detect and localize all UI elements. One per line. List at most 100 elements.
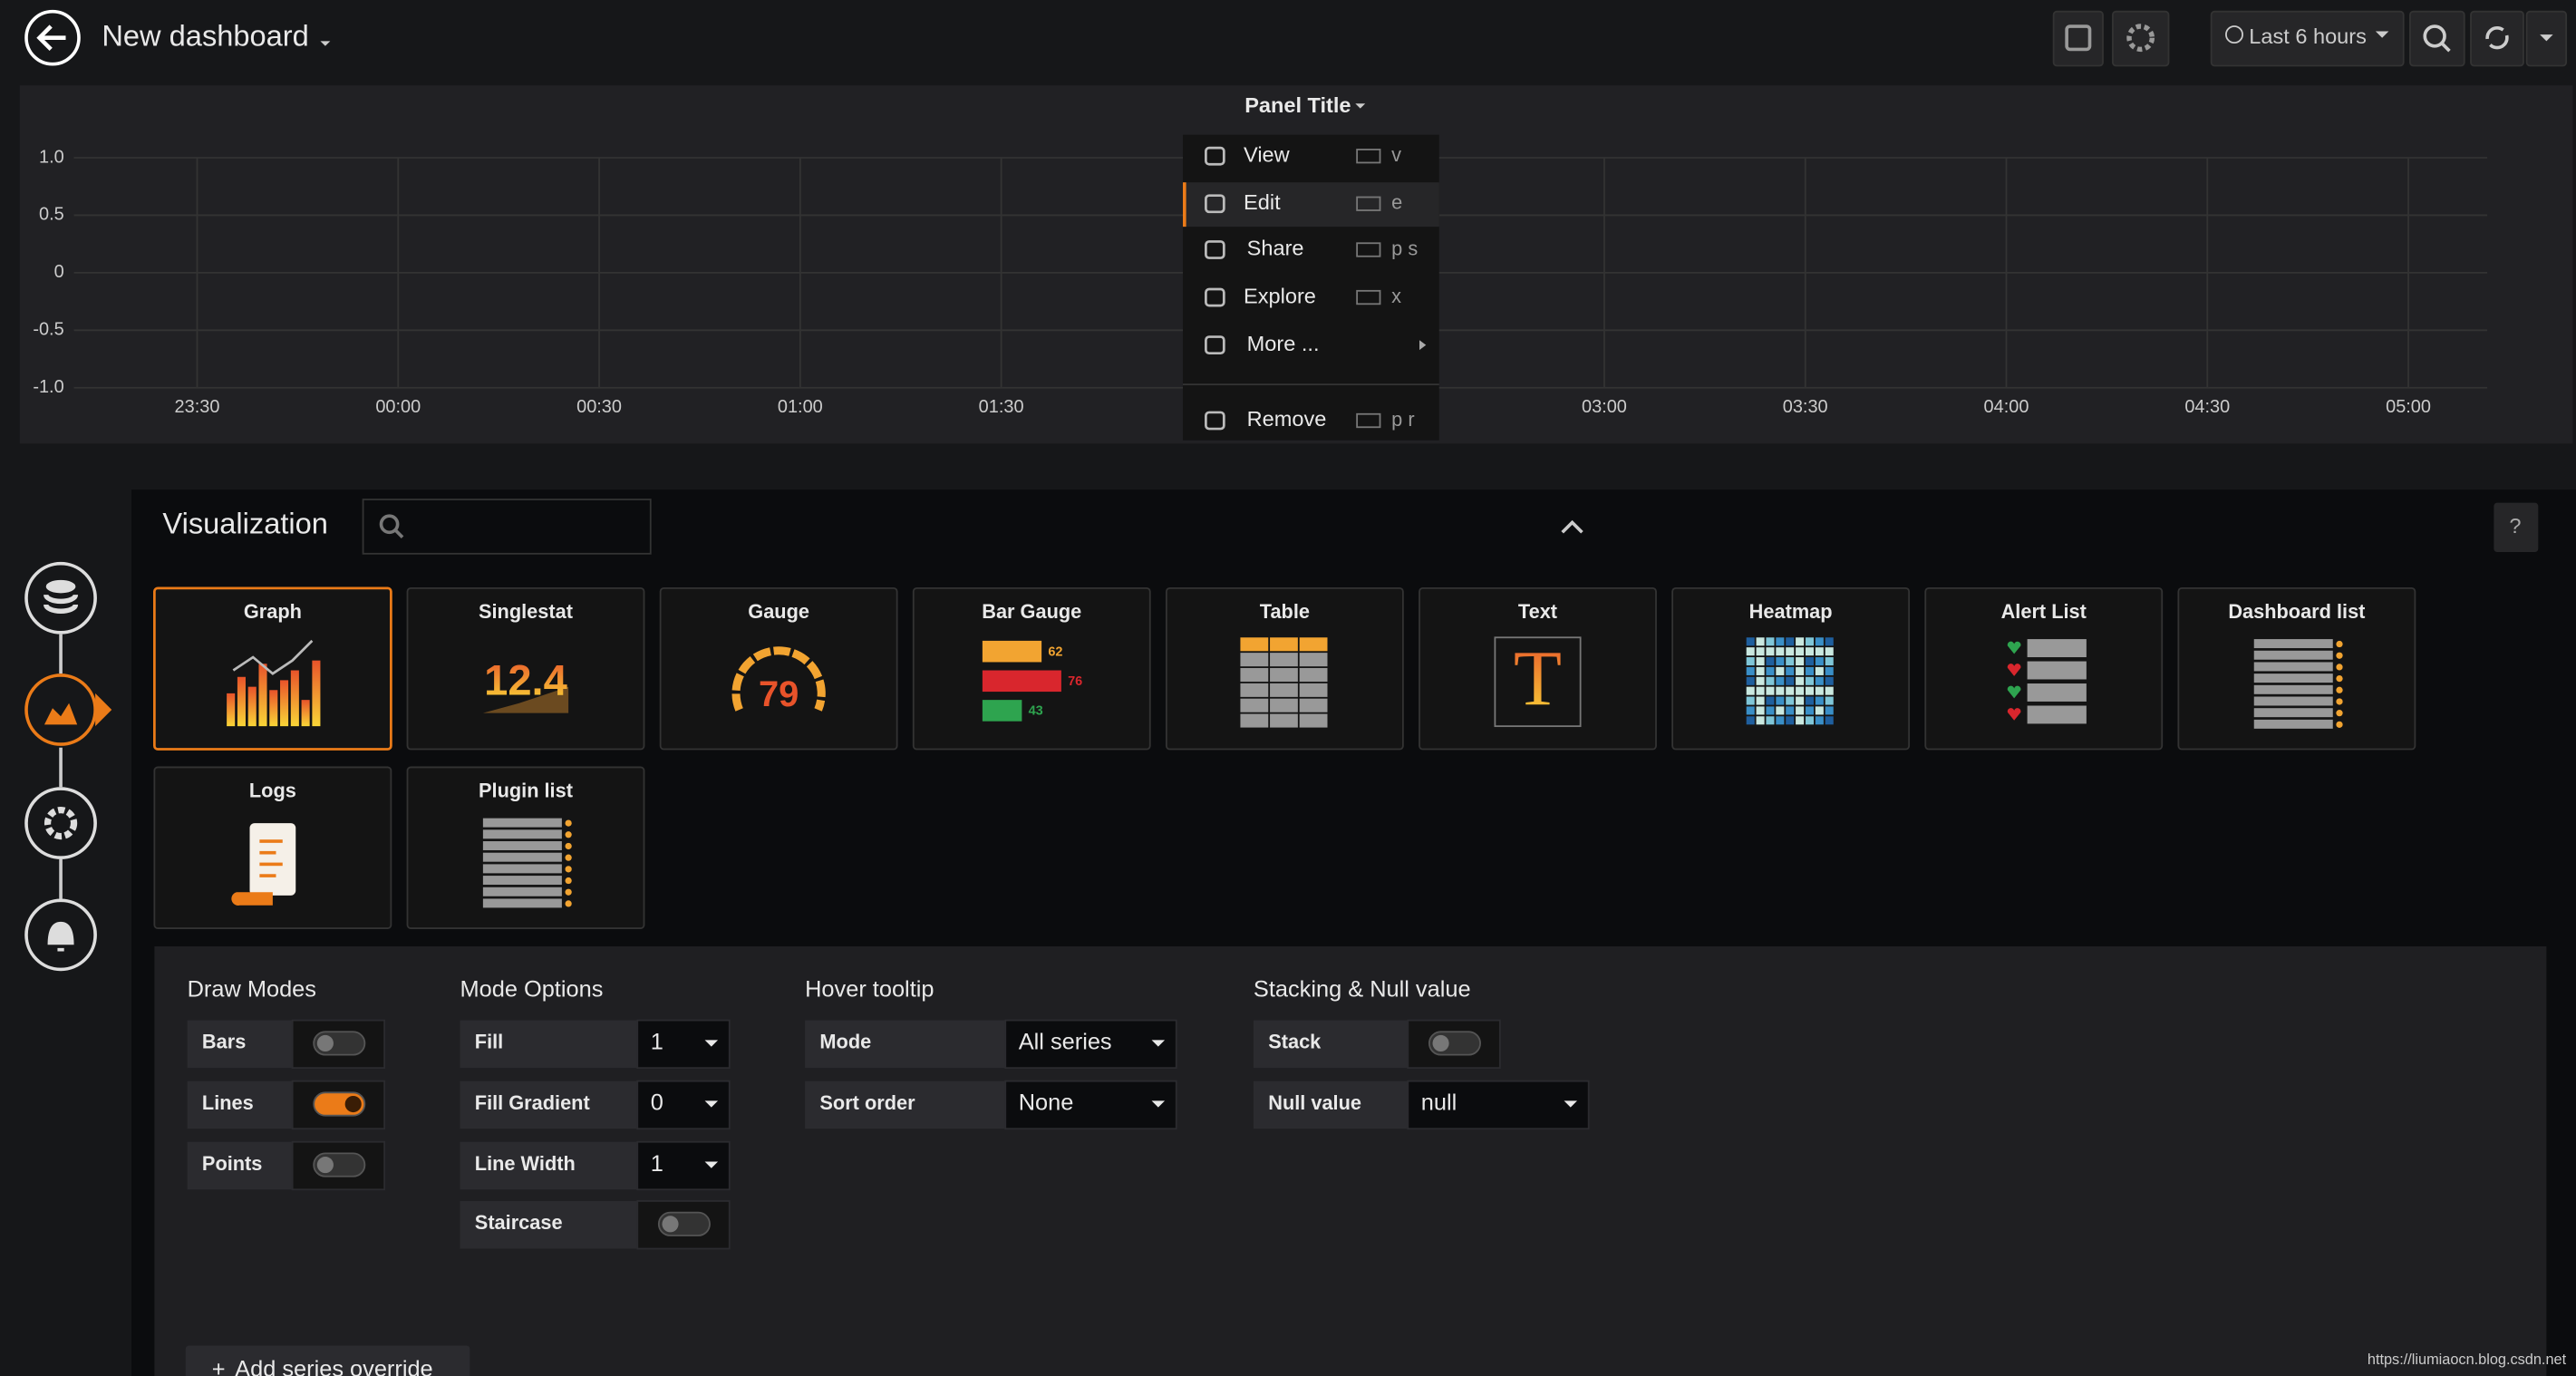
table-cell [1299,698,1328,712]
viz-tile[interactable] [153,586,392,751]
queries-step[interactable] [24,561,97,635]
keyboard-icon [1356,149,1381,164]
heart-icon [2007,641,2021,654]
clock-icon [2225,25,2243,44]
list-row [2253,650,2333,660]
list-row [2027,705,2087,724]
heat-cell [1746,706,1755,715]
heat-cell [1805,706,1814,715]
scroll-body [249,823,296,896]
save-button[interactable] [2052,10,2104,67]
list-dot [2336,721,2343,728]
heat-cell [1815,706,1824,715]
select[interactable] [636,1140,731,1191]
toggle-knob [316,1034,334,1052]
icon-text: 12.4 [484,655,567,703]
add-override-button[interactable] [185,1345,470,1376]
collapse-button[interactable] [1561,519,1583,534]
list-dot [2336,664,2343,671]
gear-icon [44,806,78,840]
scroll-line [259,874,276,877]
heat-cell [1756,637,1765,646]
list-dot [565,866,572,873]
icon-bar [982,700,1022,722]
scroll-line [259,839,283,843]
icon-bar [280,680,289,727]
icon-bar [258,664,267,727]
heart-icon [2007,664,2021,676]
x-tick-label: 00:00 [375,397,421,417]
icon-bar [227,693,236,727]
heat-cell [1786,686,1795,695]
table-cell [1299,653,1328,667]
menu-shortcut: p s [1391,237,1418,259]
select-value: null [1421,1090,1457,1116]
refresh-icon [2485,26,2509,50]
menu-shortcut: e [1391,191,1402,214]
field-label: Null value [1268,1091,1361,1114]
label-cell [1253,1080,1409,1129]
select[interactable] [636,1080,731,1130]
heat-cell [1776,637,1785,646]
search-input[interactable] [362,499,652,555]
y-tick-label: 1.0 [39,147,64,167]
select[interactable] [1004,1019,1177,1070]
visualization-step[interactable] [24,673,97,746]
x-tick-label: 01:00 [778,397,823,417]
heat-cell [1746,676,1755,685]
table-cell [1270,698,1298,712]
heat-cell [1815,686,1824,695]
time-picker[interactable] [2210,10,2405,67]
search-icon [379,514,400,535]
zoom-button[interactable] [2409,10,2465,67]
caret [704,1040,719,1047]
select[interactable] [636,1019,731,1070]
heat-cell [1786,706,1795,715]
tile-title: Text [1518,600,1557,623]
icon-area [482,686,569,713]
menu-item[interactable]: View [1244,142,1291,166]
viz-tile[interactable] [912,586,1151,751]
time-range: Last 6 hours [2249,24,2367,48]
list-row [482,829,562,839]
menu-item[interactable]: Explore [1244,284,1316,307]
caret [1151,1040,1166,1047]
list-dot [2336,710,2343,717]
heat-cell [1786,716,1795,725]
heat-cell [1766,676,1775,685]
keyboard-icon [1356,412,1381,429]
list-row [482,876,562,886]
caret [1564,1100,1577,1108]
icon-bar [269,690,278,727]
viz-tile[interactable] [659,586,898,751]
toggle-cell[interactable] [291,1019,386,1070]
tile-title: Heatmap [1749,600,1833,623]
select[interactable] [1004,1080,1177,1130]
toggle-cell[interactable] [1407,1019,1501,1070]
list-row [2253,696,2333,706]
x-tick-label: 04:00 [1984,397,2029,417]
back-button[interactable] [24,9,81,66]
scroll-end [231,892,273,906]
refresh-button[interactable] [2470,10,2524,67]
tiles: Graph Singlestat 12.4 Gauge 79 Bar Gauge 62 76 4… [153,586,2416,929]
heat-cell [1796,637,1805,646]
list-dot [2336,674,2343,683]
general-step[interactable] [24,787,97,859]
panel-title[interactable]: Panel Title [1244,93,1351,117]
select-value: 1 [651,1030,663,1055]
scroll-line [259,850,276,855]
heat-cell [1825,706,1834,715]
dashboard-title[interactable]: New dashboard [102,18,308,52]
select[interactable] [1407,1080,1590,1130]
menu-item[interactable]: More ... [1247,332,1320,355]
menu-item[interactable]: Share [1247,237,1304,260]
db-icon [45,579,76,594]
menu-item[interactable]: Remove [1247,407,1327,431]
menu-item[interactable]: Edit [1244,190,1281,214]
settings-button[interactable] [2111,10,2170,67]
list-dot [565,888,572,896]
tile-title: Logs [249,779,296,801]
help-button[interactable] [2494,502,2539,553]
viz-tile[interactable] [406,586,645,751]
